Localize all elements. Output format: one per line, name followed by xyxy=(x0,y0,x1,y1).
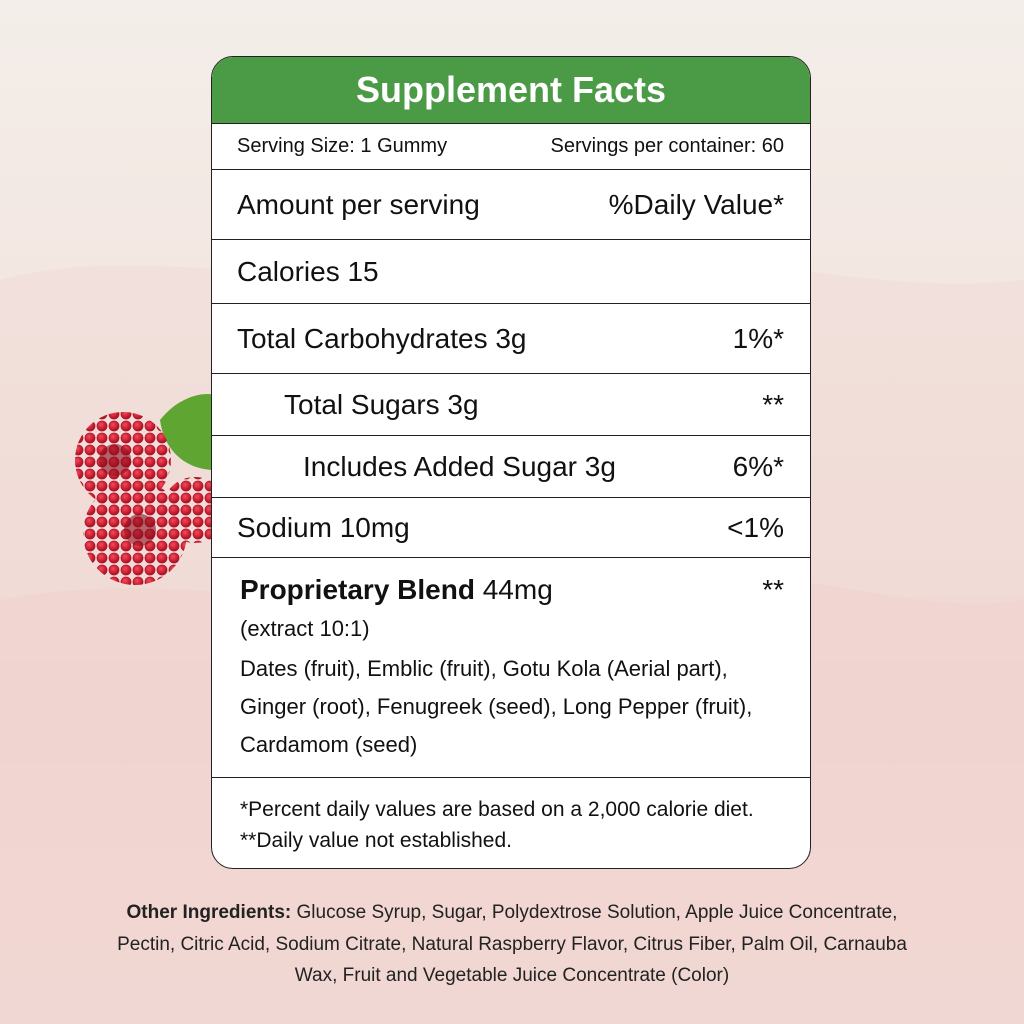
footnote: **Daily value not established. xyxy=(240,829,512,852)
other-label: Other Ingredients: xyxy=(126,902,292,923)
fact-dv: 1%* xyxy=(732,322,784,354)
blend-amount: 44mg xyxy=(482,574,553,605)
fact-label: Total Sugars 3g xyxy=(284,388,479,420)
footnote: *Percent daily values are based on a 2,0… xyxy=(240,798,754,821)
footnotes: *Percent daily values are based on a 2,0… xyxy=(212,778,810,868)
servings-per-container: Servings per container: 60 xyxy=(550,135,784,157)
serving-size: Serving Size: 1 Gummy xyxy=(237,135,448,157)
fact-label: Calories 15 xyxy=(237,255,379,287)
amount-header: Amount per serving %Daily Value* xyxy=(212,170,810,240)
blend-extract: (extract 10:1) xyxy=(240,616,370,641)
dv-label: %Daily Value* xyxy=(608,188,784,220)
blend: Proprietary Blend 44mg ** (extract 10:1)… xyxy=(212,558,810,778)
fact-row: Total Carbohydrates 3g 1%* xyxy=(212,304,810,374)
other-ingredients: Other Ingredients: Glucose Syrup, Sugar,… xyxy=(100,897,924,992)
serving-row: Serving Size: 1 Gummy Servings per conta… xyxy=(212,124,810,170)
title: Supplement Facts xyxy=(212,57,810,124)
amount-label: Amount per serving xyxy=(237,188,480,220)
fact-dv: 6%* xyxy=(732,450,784,482)
fact-row: Total Sugars 3g ** xyxy=(212,374,810,436)
blend-ingredients: Dates (fruit), Emblic (fruit), Gotu Kola… xyxy=(240,656,753,757)
facts-panel: Supplement Facts Serving Size: 1 Gummy S… xyxy=(211,56,811,869)
other-text: Glucose Syrup, Sugar, Polydextrose Solut… xyxy=(117,902,907,986)
fact-dv: ** xyxy=(762,388,784,420)
fact-label: Includes Added Sugar 3g xyxy=(303,450,616,482)
fact-label: Total Carbohydrates 3g xyxy=(237,322,527,354)
fact-dv: <1% xyxy=(727,511,784,543)
fact-row: Sodium 10mg <1% xyxy=(212,498,810,558)
fact-row: Includes Added Sugar 3g 6%* xyxy=(212,436,810,498)
fact-label: Sodium 10mg xyxy=(237,511,410,543)
fact-row: Calories 15 xyxy=(212,240,810,304)
blend-dv: ** xyxy=(762,574,784,605)
blend-name: Proprietary Blend xyxy=(240,574,475,605)
